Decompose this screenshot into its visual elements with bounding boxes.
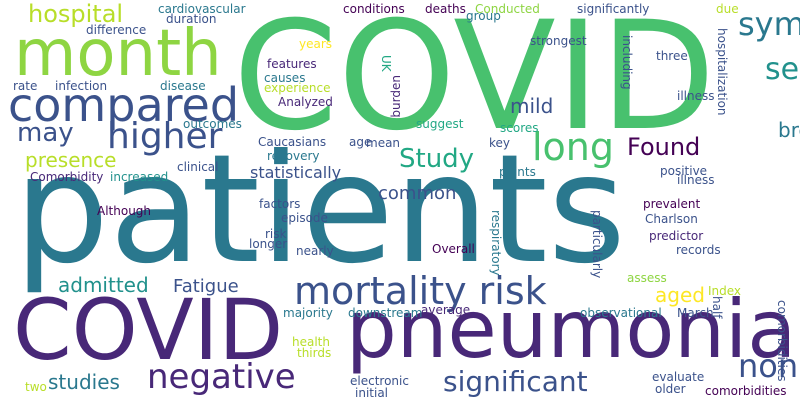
word-duration: duration	[166, 12, 217, 26]
word-suggest: suggest	[416, 117, 464, 131]
word-downstream: downstream	[348, 306, 423, 320]
word-analyzed: Analyzed	[278, 95, 333, 109]
word-recovery: recovery	[267, 149, 320, 163]
word-rate: rate	[13, 79, 38, 93]
word-respiratory: respiratory	[489, 210, 503, 276]
word-although: Although	[97, 204, 152, 218]
word-covid-large: COVID	[233, 0, 716, 164]
word-assess: assess	[627, 271, 667, 285]
word-observational: observational	[580, 306, 662, 320]
word-burden: burden	[389, 75, 403, 118]
word-illness: illness	[677, 89, 715, 103]
word-scores: scores	[500, 121, 539, 135]
word-negative: negative	[147, 357, 296, 397]
word-presence: presence	[25, 148, 117, 172]
word-points: points	[499, 165, 536, 179]
word-conducted: Conducted	[475, 2, 540, 16]
word-predictor: predictor	[649, 229, 704, 243]
word-mean: mean	[366, 136, 401, 150]
word-infection: infection	[55, 79, 108, 93]
word-found: Found	[627, 133, 701, 161]
word-years: years	[299, 37, 333, 51]
word-symptoms: symptoms	[738, 5, 800, 43]
word-fatigue: Fatigue	[173, 276, 239, 297]
word-non: non	[738, 347, 799, 385]
word-evaluate: evaluate	[652, 370, 705, 384]
word-strongest: strongest	[530, 34, 587, 48]
word-pneumonia: pneumonia	[346, 283, 797, 376]
word-statistically: statistically	[250, 163, 342, 182]
word-aged: aged	[655, 283, 705, 307]
word-march: March	[677, 306, 714, 320]
word-significant: significant	[443, 365, 588, 398]
word-mild: mild	[510, 94, 554, 118]
word-factors: factors	[259, 197, 301, 211]
word-difference: difference	[86, 23, 147, 37]
word-positive: positive	[660, 164, 708, 178]
word-index: Index	[708, 284, 742, 298]
word-study: Study	[399, 144, 475, 174]
word-comorbidities: comorbidities	[775, 300, 789, 382]
word-disease: disease	[160, 79, 206, 93]
word-half: half	[710, 296, 724, 319]
word-experience: experience	[264, 81, 331, 95]
word-breathlessness: breathlessness	[778, 118, 800, 142]
word-majority: majority	[283, 306, 333, 320]
word-average: average	[421, 303, 471, 317]
word-comorbidities-h: comorbidities	[705, 384, 787, 398]
word-long: long	[532, 125, 615, 169]
word-admitted: admitted	[58, 273, 149, 297]
word-age: age	[349, 135, 372, 149]
word-month: month	[14, 17, 222, 91]
word-features: features	[267, 57, 317, 71]
word-prevalent: prevalent	[643, 197, 701, 211]
word-cardiovascular: cardiovascular	[158, 2, 246, 16]
word-nearly: nearly	[296, 244, 334, 258]
word-causes: causes	[264, 71, 306, 85]
word-comorbidity: Comorbidity	[30, 170, 104, 184]
word-electronic: electronic	[350, 374, 409, 388]
word-illness-2: illness	[677, 173, 715, 187]
word-particularly: particularly	[590, 210, 604, 279]
word-three: three	[656, 49, 688, 63]
word-caucasians: Caucasians	[258, 135, 327, 149]
word-uk: UK	[379, 55, 393, 72]
word-hospital: hospital	[28, 0, 124, 28]
word-episode: episode	[281, 211, 328, 225]
word-charlson: Charlson	[645, 212, 698, 226]
word-significantly: significantly	[577, 2, 650, 16]
word-records: records	[676, 243, 721, 257]
word-risk: risk	[265, 227, 287, 241]
word-initial: initial	[355, 386, 388, 400]
word-common: common	[378, 183, 457, 204]
word-clinical: clinical	[177, 160, 219, 174]
word-deaths: deaths	[425, 2, 466, 16]
word-thirds: thirds	[297, 346, 332, 360]
word-key: key	[489, 136, 511, 150]
word-overall: Overall	[432, 242, 475, 256]
word-due: due	[716, 2, 739, 16]
word-longer: longer	[249, 237, 288, 251]
word-higher: higher	[107, 116, 223, 157]
word-two: two	[25, 380, 47, 394]
word-may: may	[17, 118, 74, 148]
word-conditions: conditions	[343, 2, 405, 16]
word-including: including	[620, 35, 634, 90]
word-compared: compared	[8, 78, 240, 132]
word-studies: studies	[48, 370, 120, 394]
word-increased: increased	[110, 170, 169, 184]
word-outcomes: outcomes	[183, 117, 242, 131]
word-older: older	[655, 382, 686, 396]
word-severe: severe	[765, 52, 800, 87]
word-group: group	[466, 9, 501, 23]
word-health: health	[292, 335, 330, 349]
word-hospitalization: hospitalization	[715, 28, 729, 116]
word-mortality-risk: mortality risk	[294, 269, 547, 313]
word-covid-small: COVID	[13, 281, 284, 379]
word-patients: patients	[14, 123, 626, 297]
